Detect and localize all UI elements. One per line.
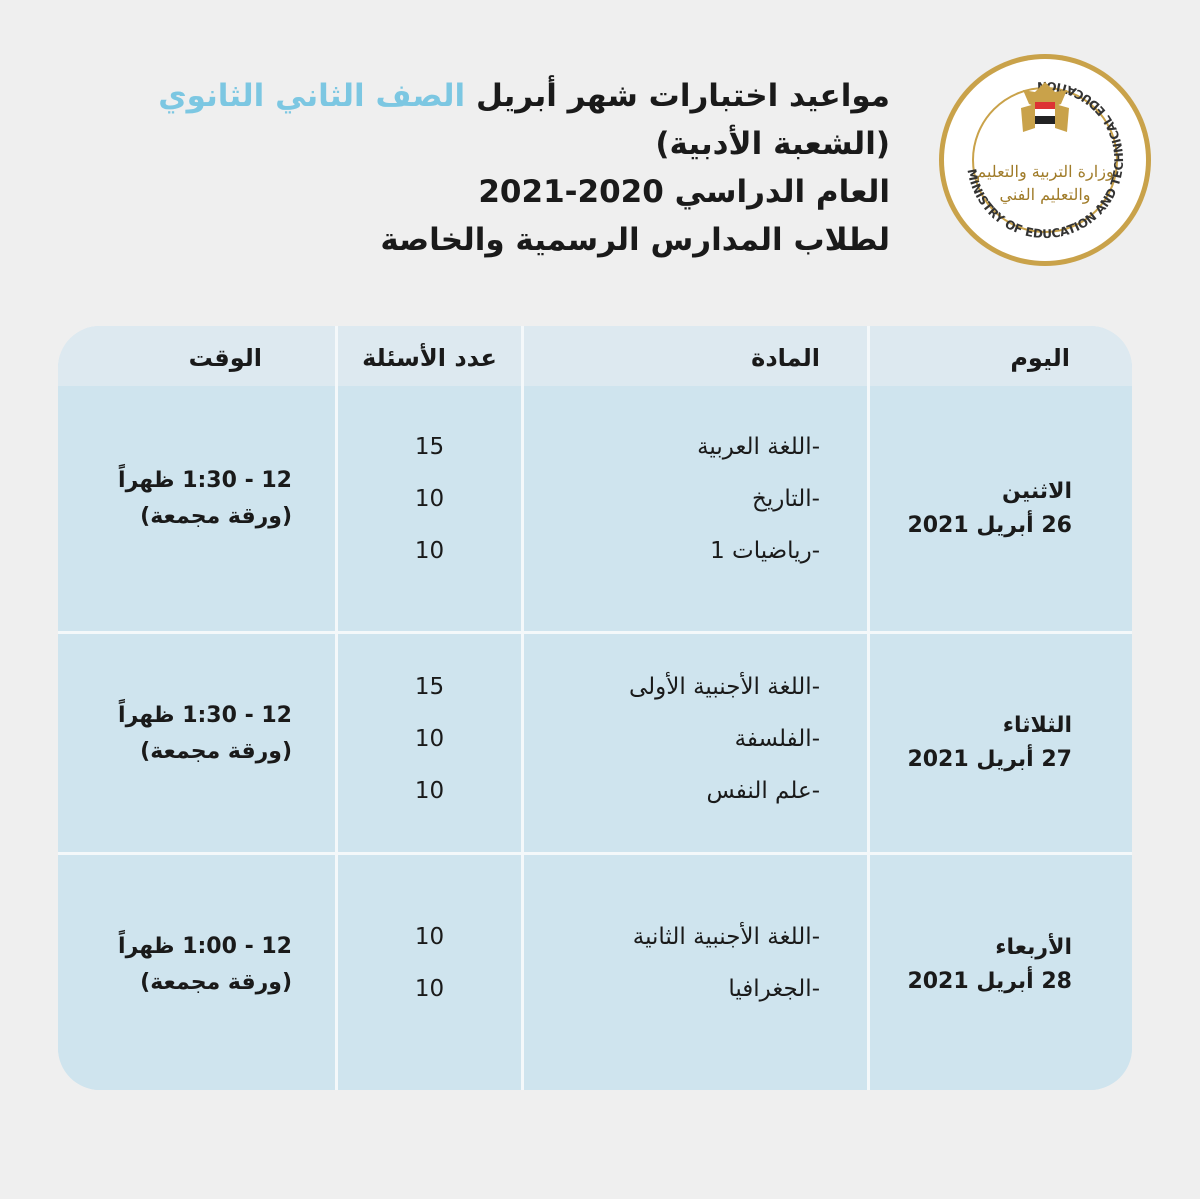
table-row-1-time: 12 - 1:30 ظهراً (ورقة مجمعة)	[62, 386, 292, 611]
question-count: 10	[414, 486, 445, 512]
table-header	[58, 326, 1132, 386]
header-day: اليوم	[1010, 344, 1070, 372]
day-date: 27 أبريل 2021	[907, 747, 1072, 772]
title-line-4: لطلاب المدارس الرسمية والخاصة	[380, 222, 890, 258]
schedule-table: اليوم المادة عدد الأسئلة الوقت الاثنين 2…	[58, 326, 1132, 1090]
column-divider	[867, 326, 870, 1090]
table-row-3-day: الأربعاء 28 أبريل 2021	[872, 855, 1072, 1075]
header-time: الوقت	[188, 344, 262, 372]
day-date: 28 أبريل 2021	[907, 969, 1072, 994]
title-line-1: مواعيد اختبارات شهر أبريل الصف الثاني ال…	[158, 72, 890, 120]
table-row-1-day: الاثنين 26 أبريل 2021	[872, 386, 1072, 631]
question-count: 10	[414, 778, 445, 804]
day-date: 26 أبريل 2021	[907, 512, 1072, 538]
table-row-2-time: 12 - 1:30 ظهراً (ورقة مجمعة)	[62, 634, 292, 834]
header-question-count: عدد الأسئلة	[362, 344, 497, 372]
table-body	[58, 386, 1132, 1090]
question-count: 10	[414, 975, 445, 1002]
table-row-3-time: 12 - 1:00 ظهراً (ورقة مجمعة)	[62, 855, 292, 1075]
eagle-icon	[1021, 82, 1069, 132]
subject: -التاريخ	[751, 486, 820, 512]
question-count: 15	[414, 434, 445, 460]
table-row-1-counts: 15 10 10	[338, 394, 521, 604]
time-range: 12 - 1:00 ظهراً	[118, 934, 292, 959]
time-range: 12 - 1:30 ظهراً	[118, 467, 292, 493]
subject: -الفلسفة	[734, 726, 820, 752]
table-row-2-subjects: -اللغة الأجنبية الأولى -الفلسفة -علم الن…	[530, 634, 820, 844]
subject: -رياضيات 1	[710, 538, 820, 564]
row-divider	[58, 631, 1132, 634]
row-divider	[58, 852, 1132, 855]
day-name: الاثنين	[1002, 478, 1072, 504]
title-main: مواعيد اختبارات شهر أبريل	[475, 78, 890, 114]
day-name: الأربعاء	[995, 935, 1072, 960]
subject: -علم النفس	[706, 778, 820, 804]
svg-text:وزارة التربية والتعليم: وزارة التربية والتعليم	[976, 162, 1113, 181]
time-range: 12 - 1:30 ظهراً	[118, 703, 292, 728]
question-count: 10	[414, 726, 445, 752]
subject: -اللغة العربية	[697, 434, 820, 460]
day-name: الثلاثاء	[1002, 713, 1072, 738]
time-note: (ورقة مجمعة)	[140, 970, 292, 995]
time-note: (ورقة مجمعة)	[140, 503, 292, 529]
question-count: 15	[414, 674, 445, 700]
column-divider	[335, 326, 338, 1090]
table-row-2-counts: 15 10 10	[338, 634, 521, 844]
subject: -الجغرافيا	[728, 975, 820, 1002]
column-divider	[521, 326, 524, 1090]
header-subject: المادة	[751, 344, 820, 372]
title-line-2: (الشعبة الأدبية)	[655, 126, 890, 162]
page-title: مواعيد اختبارات شهر أبريل الصف الثاني ال…	[158, 72, 890, 264]
time-note: (ورقة مجمعة)	[140, 739, 292, 764]
subject: -اللغة الأجنبية الثانية	[632, 923, 820, 950]
subject: -اللغة الأجنبية الأولى	[628, 674, 820, 700]
ministry-logo: MINISTRY OF EDUCATION AND TECHNICAL EDUC…	[939, 54, 1151, 266]
svg-text:والتعليم الفني: والتعليم الفني	[999, 185, 1090, 204]
table-row-2-day: الثلاثاء 27 أبريل 2021	[872, 634, 1072, 852]
table-row-3-counts: 10 10	[338, 855, 521, 1070]
question-count: 10	[414, 923, 445, 950]
table-row-1-subjects: -اللغة العربية -التاريخ -رياضيات 1	[530, 394, 820, 604]
title-line-3: العام الدراسي 2020-2021	[478, 174, 890, 210]
table-row-3-subjects: -اللغة الأجنبية الثانية -الجغرافيا	[530, 855, 820, 1070]
title-highlight: الصف الثاني الثانوي	[158, 78, 466, 114]
question-count: 10	[414, 538, 445, 564]
